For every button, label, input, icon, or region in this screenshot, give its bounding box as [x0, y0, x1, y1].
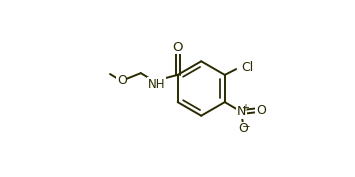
Text: O: O — [256, 104, 266, 117]
Text: Cl: Cl — [241, 61, 253, 74]
Text: O: O — [117, 74, 127, 87]
Text: NH: NH — [148, 78, 165, 90]
Text: +: + — [241, 103, 249, 113]
Text: O: O — [173, 41, 183, 54]
Text: −: − — [242, 122, 251, 132]
Text: N: N — [237, 105, 246, 118]
Text: O: O — [238, 122, 248, 135]
